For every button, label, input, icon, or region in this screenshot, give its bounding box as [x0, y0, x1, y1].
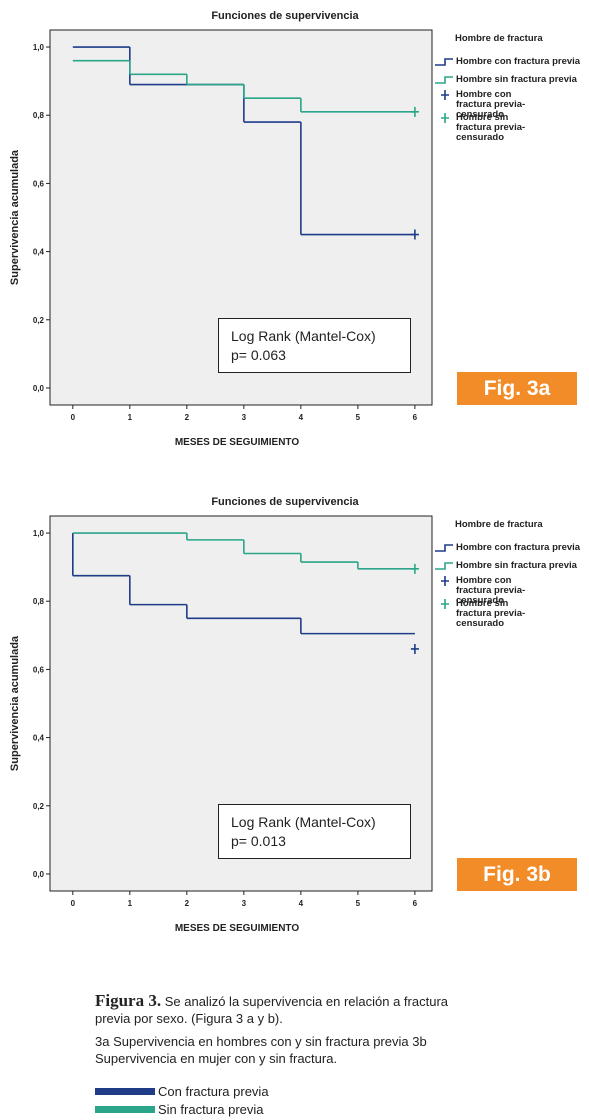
x-tick-label: 0	[71, 899, 76, 908]
caption: Figura 3. Se analizó la supervivencia en…	[95, 992, 455, 1067]
caption-legend-swatch	[95, 1105, 155, 1113]
legend-glyph	[441, 599, 449, 609]
chart-title: Funciones de supervivencia	[211, 496, 359, 508]
annotation-line: p= 0.013	[231, 833, 286, 849]
legend-icon	[441, 576, 449, 586]
x-tick-label: 1	[128, 413, 133, 422]
caption-legend-item: Con fractura previa	[95, 1082, 269, 1100]
x-tick-label: 4	[299, 899, 304, 908]
figure-badge: Fig. 3b	[457, 858, 577, 891]
annotation-line: Log Rank (Mantel-Cox)	[231, 814, 376, 830]
censor-mark	[410, 563, 419, 574]
caption-text: Se analizó la supervivencia en relación …	[95, 994, 449, 1026]
y-tick-label: 0,2	[33, 802, 45, 811]
annotation-box: Log Rank (Mantel-Cox) p= 0.013	[218, 804, 411, 859]
y-tick-label: 0,0	[33, 870, 45, 879]
x-tick-label: 5	[356, 899, 361, 908]
legend-glyph	[435, 562, 453, 570]
legend-glyph	[441, 90, 449, 100]
censor-mark	[410, 106, 419, 117]
x-tick-label: 6	[413, 899, 418, 908]
legend-label: Hombre sin fractura previa	[456, 560, 577, 571]
legend-title: Hombre de fractura	[455, 33, 543, 44]
y-tick-label: 0,6	[33, 179, 45, 188]
caption-legend: Con fractura previa Sin fractura previa	[95, 1082, 269, 1118]
legend-label: Hombre con fractura previa-censurado	[456, 575, 526, 606]
x-tick-label: 2	[185, 413, 190, 422]
annotation-box: Log Rank (Mantel-Cox) p= 0.063	[218, 318, 411, 373]
y-tick-label: 0,4	[33, 248, 45, 257]
caption-legend-label: Con fractura previa	[158, 1083, 269, 1099]
y-axis-label: Supervivencia acumulada	[9, 149, 21, 285]
legend-icon	[435, 562, 453, 570]
censor-mark	[410, 643, 419, 654]
annotation-line: Log Rank (Mantel-Cox)	[231, 328, 376, 344]
legend-label: Hombre sin fractura previa-censurado	[456, 112, 526, 143]
caption-legend-swatch	[95, 1087, 155, 1095]
caption-legend-item: Sin fractura previa	[95, 1100, 269, 1118]
y-tick-label: 0,0	[33, 384, 45, 393]
legend-label: Hombre con fractura previa-censurado	[456, 89, 526, 120]
legend-icon	[441, 599, 449, 609]
legend-label: Hombre sin fractura previa	[456, 74, 577, 85]
annotation-line: p= 0.063	[231, 347, 286, 363]
x-axis-label: MESES DE SEGUIMIENTO	[175, 437, 300, 448]
figure-badge: Fig. 3a	[457, 372, 577, 405]
legend-glyph	[435, 544, 453, 552]
caption-legend-label: Sin fractura previa	[158, 1101, 264, 1117]
y-tick-label: 0,4	[33, 734, 45, 743]
legend-icon	[441, 113, 449, 123]
legend-glyph	[441, 113, 449, 123]
x-tick-label: 1	[128, 899, 133, 908]
y-tick-label: 1,0	[33, 529, 45, 538]
y-tick-label: 0,8	[33, 597, 45, 606]
legend-label: Hombre con fractura previa	[456, 56, 581, 67]
legend-glyph	[435, 58, 453, 66]
x-tick-label: 0	[71, 413, 76, 422]
y-axis-label: Supervivencia acumulada	[9, 635, 21, 771]
x-tick-label: 5	[356, 413, 361, 422]
legend-label: Hombre con fractura previa	[456, 542, 581, 553]
caption-label: Figura 3.	[95, 991, 162, 1010]
censor-mark	[410, 229, 419, 240]
x-tick-label: 6	[413, 413, 418, 422]
legend-glyph	[435, 76, 453, 84]
legend-glyph	[441, 576, 449, 586]
legend-icon	[435, 76, 453, 84]
x-tick-label: 3	[242, 899, 247, 908]
y-tick-label: 0,2	[33, 316, 45, 325]
x-tick-label: 2	[185, 899, 190, 908]
x-axis-label: MESES DE SEGUIMIENTO	[175, 923, 300, 934]
caption-detail: 3a Supervivencia en hombres con y sin fr…	[95, 1034, 427, 1066]
legend-icon	[435, 544, 453, 552]
y-tick-label: 1,0	[33, 43, 45, 52]
x-tick-label: 3	[242, 413, 247, 422]
x-tick-label: 4	[299, 413, 304, 422]
legend-title: Hombre de fractura	[455, 519, 543, 530]
legend-label: Hombre sin fractura previa-censurado	[456, 598, 526, 629]
legend-icon	[435, 58, 453, 66]
y-tick-label: 0,6	[33, 665, 45, 674]
y-tick-label: 0,8	[33, 111, 45, 120]
legend-icon	[441, 90, 449, 100]
chart-title: Funciones de supervivencia	[211, 10, 359, 22]
